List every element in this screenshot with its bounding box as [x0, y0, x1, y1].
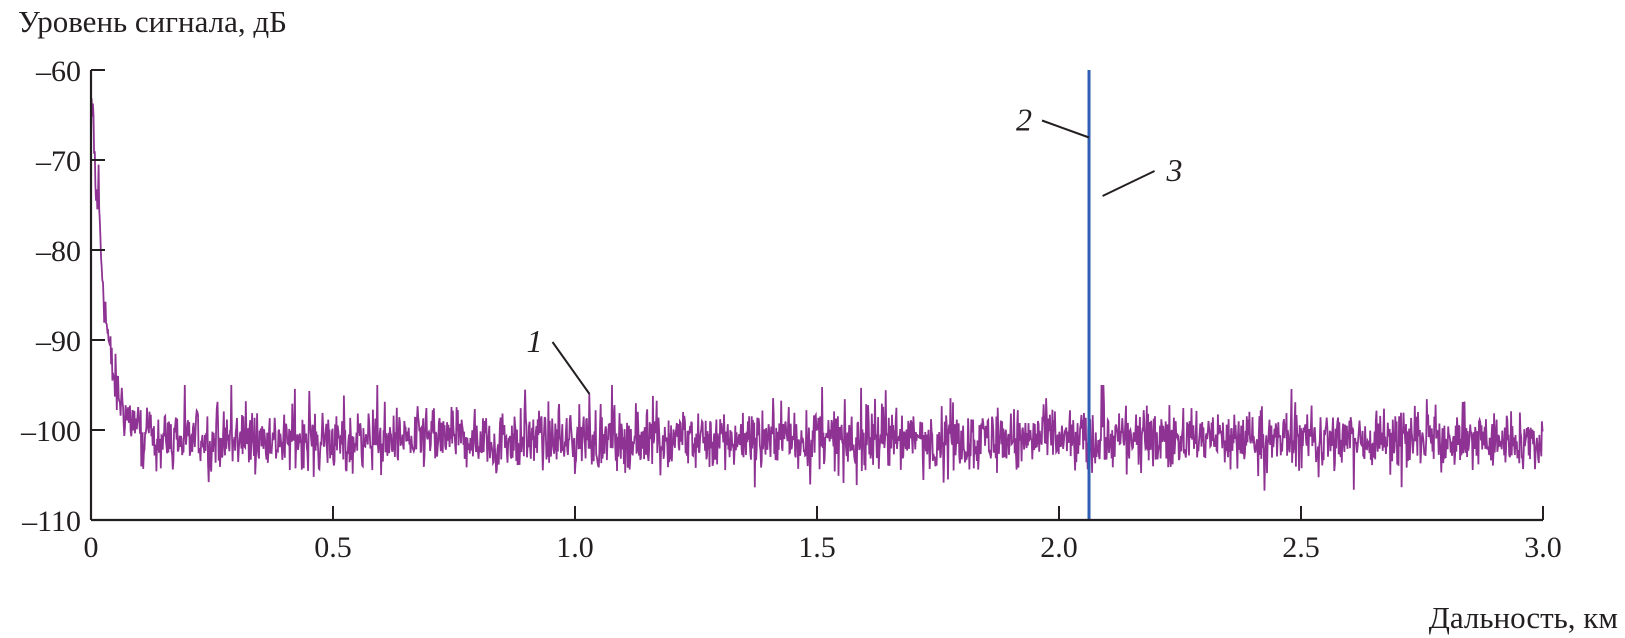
y-tick-label: –90 — [35, 325, 81, 358]
signal-trace-1 — [90, 98, 1544, 491]
annotation-label-1: 1 — [527, 323, 543, 359]
y-tick-label: –60 — [35, 55, 81, 88]
y-tick-label: –100 — [20, 415, 81, 448]
y-axis-title: Уровень сигнала, дБ — [18, 4, 287, 39]
annotation-label-3: 3 — [1166, 152, 1183, 188]
annotation-leader-1 — [551, 341, 591, 395]
x-tick-label: 0 — [84, 531, 99, 564]
annotation-leader-3 — [1102, 170, 1155, 197]
y-tick-label: –80 — [35, 235, 81, 268]
x-tick-label: 2.5 — [1282, 531, 1320, 564]
y-tick-label: –110 — [21, 505, 81, 538]
x-tick-label: 1.0 — [556, 531, 594, 564]
x-axis-title: Дальность, км — [1429, 600, 1618, 635]
x-tick-label: 2.0 — [1040, 531, 1078, 564]
x-tick-label: 0.5 — [314, 531, 352, 564]
x-tick-label: 3.0 — [1524, 531, 1562, 564]
y-tick-label: –70 — [35, 145, 81, 178]
annotation-label-2: 2 — [1016, 102, 1032, 138]
annotation-leader-2 — [1041, 119, 1090, 139]
x-tick-label: 1.5 — [798, 531, 836, 564]
